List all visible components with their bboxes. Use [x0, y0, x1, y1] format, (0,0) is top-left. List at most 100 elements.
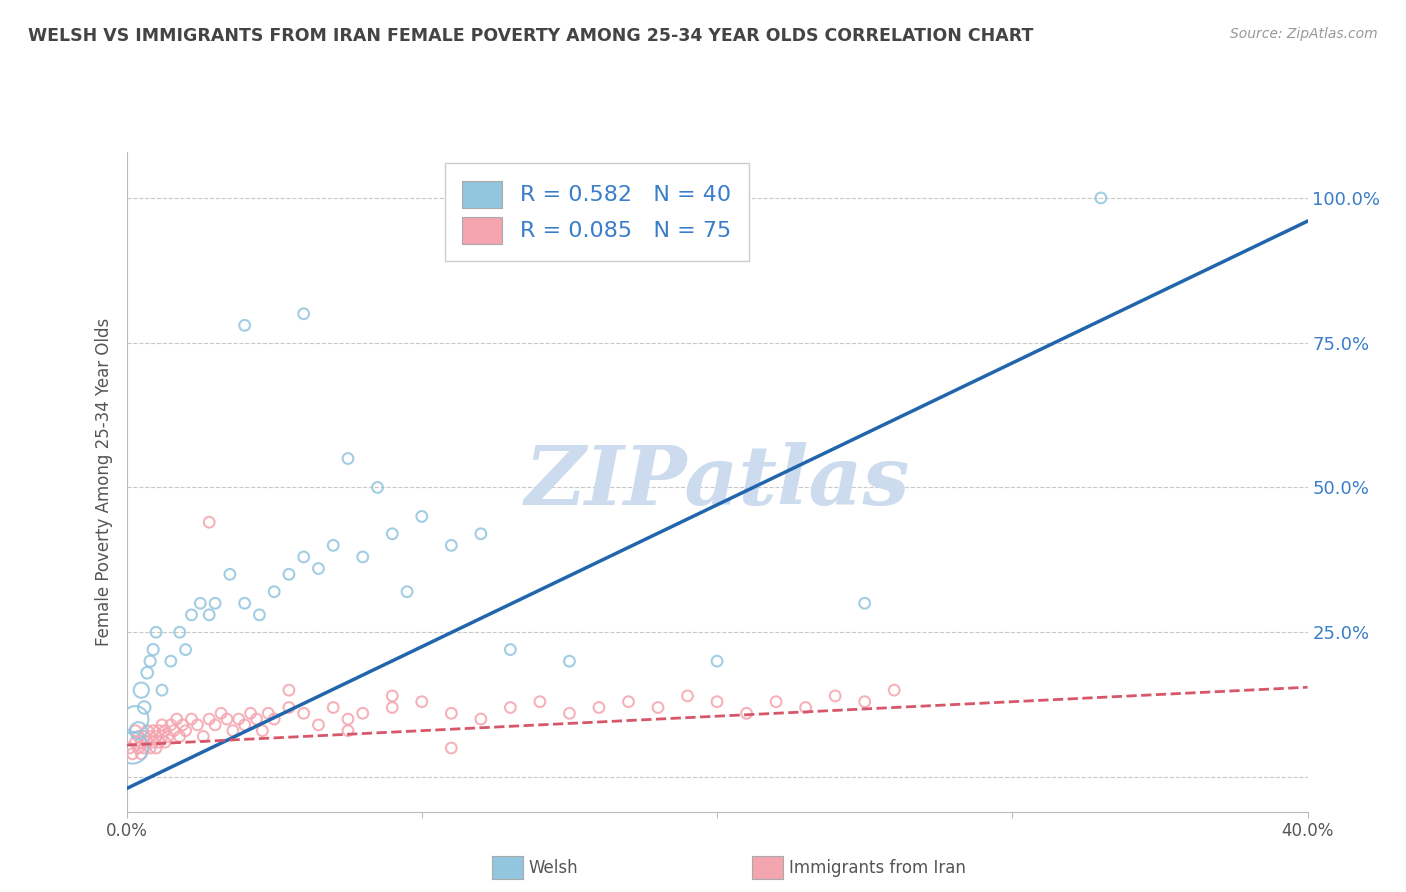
- Point: [198, 515, 221, 529]
- Point: [440, 741, 463, 756]
- Point: [337, 712, 360, 726]
- Point: [307, 718, 329, 732]
- Point: [148, 735, 170, 749]
- Text: Welsh: Welsh: [529, 859, 578, 877]
- Point: [134, 741, 156, 756]
- Point: [188, 596, 211, 610]
- Point: [381, 700, 404, 714]
- Point: [263, 584, 285, 599]
- Point: [247, 607, 270, 622]
- Point: [129, 735, 153, 749]
- Point: [765, 695, 787, 709]
- Point: [245, 712, 267, 726]
- Point: [180, 607, 202, 622]
- Point: [470, 712, 492, 726]
- Point: [529, 695, 551, 709]
- Point: [411, 695, 433, 709]
- Point: [118, 741, 141, 756]
- Point: [142, 642, 165, 657]
- Point: [292, 706, 315, 721]
- Point: [142, 735, 165, 749]
- Text: Source: ZipAtlas.com: Source: ZipAtlas.com: [1230, 27, 1378, 41]
- Point: [139, 741, 162, 756]
- Point: [883, 683, 905, 698]
- Point: [136, 665, 159, 680]
- Point: [292, 307, 315, 321]
- Point: [127, 730, 149, 744]
- Point: [186, 718, 208, 732]
- Point: [411, 509, 433, 524]
- Y-axis label: Female Poverty Among 25-34 Year Olds: Female Poverty Among 25-34 Year Olds: [94, 318, 112, 646]
- Point: [150, 730, 173, 744]
- Point: [322, 538, 344, 552]
- Point: [127, 723, 149, 738]
- Point: [121, 747, 143, 761]
- Point: [617, 695, 640, 709]
- Text: Immigrants from Iran: Immigrants from Iran: [789, 859, 966, 877]
- Point: [136, 723, 159, 738]
- Point: [853, 596, 876, 610]
- Point: [252, 723, 274, 738]
- Point: [794, 700, 817, 714]
- Point: [558, 654, 581, 668]
- Point: [278, 683, 301, 698]
- Point: [558, 706, 581, 721]
- Point: [145, 730, 167, 744]
- Point: [193, 730, 215, 744]
- Point: [153, 723, 176, 738]
- Point: [121, 741, 143, 756]
- Point: [647, 700, 669, 714]
- Point: [215, 712, 238, 726]
- Point: [676, 689, 699, 703]
- Text: ZIPatlas: ZIPatlas: [524, 442, 910, 522]
- Point: [735, 706, 758, 721]
- Point: [239, 706, 262, 721]
- Point: [166, 712, 188, 726]
- Point: [278, 700, 301, 714]
- Point: [233, 596, 256, 610]
- Point: [588, 700, 610, 714]
- Point: [169, 625, 191, 640]
- Point: [169, 730, 191, 744]
- Legend: R = 0.582   N = 40, R = 0.085   N = 75: R = 0.582 N = 40, R = 0.085 N = 75: [444, 162, 749, 261]
- Point: [257, 706, 280, 721]
- Point: [124, 735, 146, 749]
- Point: [156, 730, 179, 744]
- Point: [163, 723, 186, 738]
- Point: [159, 718, 183, 732]
- Point: [204, 718, 226, 732]
- Point: [172, 718, 194, 732]
- Point: [145, 625, 167, 640]
- Point: [352, 549, 374, 564]
- Point: [142, 723, 165, 738]
- Point: [307, 561, 329, 575]
- Point: [150, 718, 173, 732]
- Point: [396, 584, 419, 599]
- Point: [148, 723, 170, 738]
- Point: [159, 654, 183, 668]
- Point: [129, 683, 153, 698]
- Point: [145, 741, 167, 756]
- Point: [127, 741, 149, 756]
- Point: [381, 689, 404, 703]
- Point: [180, 712, 202, 726]
- Point: [233, 318, 256, 333]
- Point: [278, 567, 301, 582]
- Point: [222, 723, 245, 738]
- Point: [440, 706, 463, 721]
- Text: WELSH VS IMMIGRANTS FROM IRAN FEMALE POVERTY AMONG 25-34 YEAR OLDS CORRELATION C: WELSH VS IMMIGRANTS FROM IRAN FEMALE POV…: [28, 27, 1033, 45]
- Point: [124, 712, 146, 726]
- Point: [322, 700, 344, 714]
- Point: [150, 683, 173, 698]
- Point: [352, 706, 374, 721]
- Point: [470, 526, 492, 541]
- Point: [124, 723, 146, 738]
- Point: [499, 700, 522, 714]
- Point: [129, 747, 153, 761]
- Point: [381, 526, 404, 541]
- Point: [292, 549, 315, 564]
- Point: [134, 730, 156, 744]
- Point: [499, 642, 522, 657]
- Point: [139, 654, 162, 668]
- Point: [209, 706, 232, 721]
